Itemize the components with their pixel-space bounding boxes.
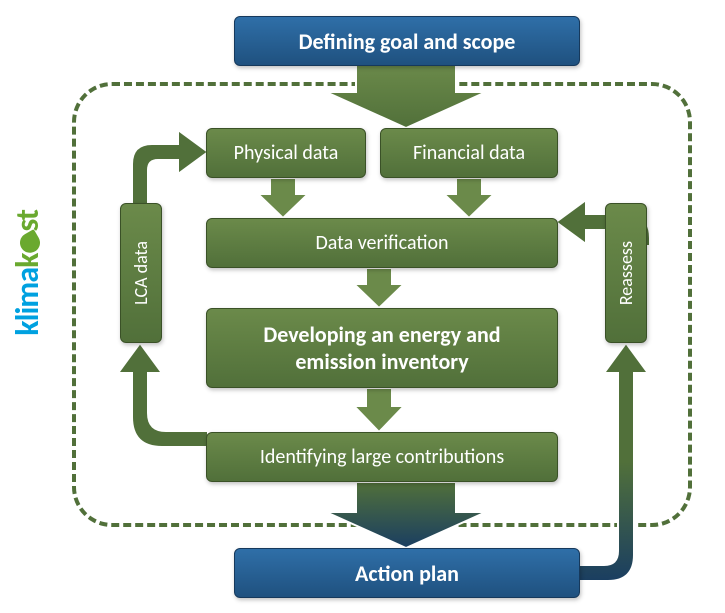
lca-data-label: LCA data bbox=[130, 241, 152, 305]
physical-data-label: Physical data bbox=[234, 141, 339, 165]
data-verification-label: Data verification bbox=[315, 231, 448, 255]
klimakost-logo: klimak st bbox=[8, 210, 47, 336]
developing-inventory-label: Developing an energy and emission invent… bbox=[221, 321, 543, 375]
physical-data-box: Physical data bbox=[206, 128, 366, 178]
action-plan-label: Action plan bbox=[355, 560, 459, 587]
logo-part-st: st bbox=[8, 210, 47, 232]
financial-data-label: Financial data bbox=[413, 141, 525, 165]
goal-scope-box: Defining goal and scope bbox=[234, 16, 580, 66]
arrow-lca-to-physical bbox=[118, 128, 208, 206]
action-plan-box: Action plan bbox=[234, 548, 580, 598]
arrow-action-to-reassess bbox=[578, 343, 650, 583]
logo-part-k: k bbox=[8, 254, 47, 268]
arrow-financial-down bbox=[444, 178, 494, 218]
developing-inventory-box: Developing an energy and emission invent… bbox=[206, 308, 558, 388]
reassess-box: Reassess bbox=[605, 203, 647, 343]
identifying-contributions-box: Identifying large contributions bbox=[206, 432, 558, 482]
arrow-goal-down bbox=[326, 64, 486, 128]
arrow-develop-down bbox=[354, 388, 404, 432]
arrow-verify-down bbox=[354, 268, 404, 308]
goal-scope-label: Defining goal and scope bbox=[299, 28, 516, 55]
arrow-action-down bbox=[326, 482, 486, 548]
logo-leaf-icon bbox=[16, 229, 43, 256]
arrow-identify-to-lca bbox=[118, 343, 208, 465]
logo-part-klima: klima bbox=[8, 268, 47, 336]
data-verification-box: Data verification bbox=[206, 218, 558, 268]
arrow-physical-down bbox=[258, 178, 308, 218]
financial-data-box: Financial data bbox=[380, 128, 558, 178]
reassess-label: Reassess bbox=[615, 241, 637, 305]
lca-data-box: LCA data bbox=[120, 203, 162, 343]
identifying-contributions-label: Identifying large contributions bbox=[260, 445, 504, 469]
